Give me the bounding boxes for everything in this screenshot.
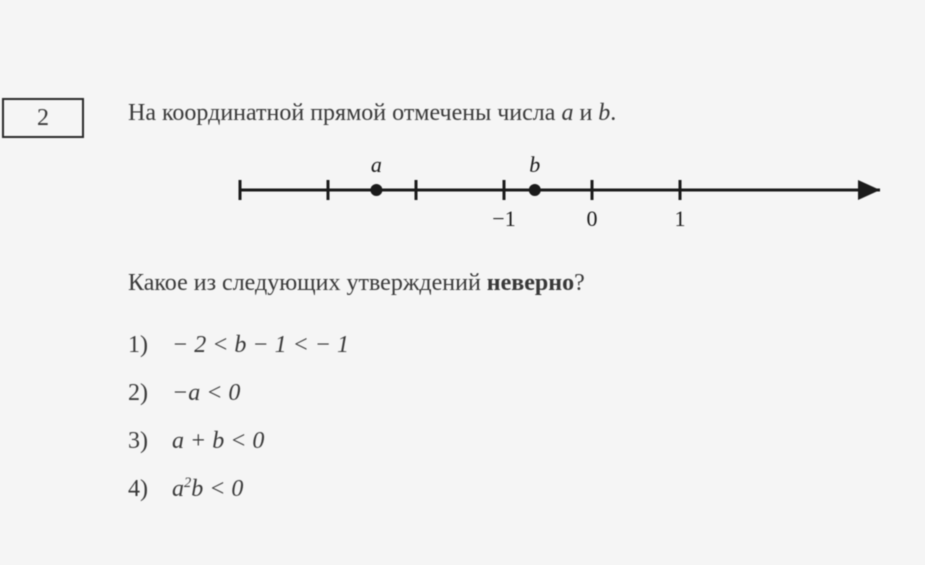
option-row: 3) a + b < 0 <box>128 422 349 460</box>
point-label: a <box>371 152 382 177</box>
point-label: b <box>529 152 540 177</box>
option-row: 4) a2b < 0 <box>128 470 349 508</box>
options-list: 1) − 2 < b − 1 < − 1 2) −a < 0 3) a + b … <box>128 326 349 518</box>
option-number: 3) <box>128 428 172 455</box>
tick-label: 1 <box>675 206 686 231</box>
page: 2 На координатной прямой отмечены числа … <box>0 0 925 565</box>
tick-label: 0 <box>587 206 598 231</box>
option-number: 4) <box>128 476 172 503</box>
option-math: − 2 < b − 1 < − 1 <box>172 332 349 359</box>
sub-prompt: Какое из следующих утверждений неверно? <box>128 270 585 297</box>
option-number: 2) <box>128 380 172 407</box>
point-marker <box>529 184 541 196</box>
option-math: a + b < 0 <box>172 428 264 455</box>
number-line: −1 0 1 a b <box>0 0 925 260</box>
option-math: −a < 0 <box>172 380 240 407</box>
subprompt-suffix: ? <box>574 270 585 296</box>
option-number: 1) <box>128 332 172 359</box>
option-math: a2b < 0 <box>172 476 243 503</box>
subprompt-prefix: Какое из следующих утверждений <box>128 270 487 296</box>
arrowhead-icon <box>858 180 880 200</box>
option-row: 2) −a < 0 <box>128 374 349 412</box>
option-row: 1) − 2 < b − 1 < − 1 <box>128 326 349 364</box>
tick-label: −1 <box>492 206 515 231</box>
point-marker <box>370 184 382 196</box>
subprompt-bold: неверно <box>487 270 574 296</box>
